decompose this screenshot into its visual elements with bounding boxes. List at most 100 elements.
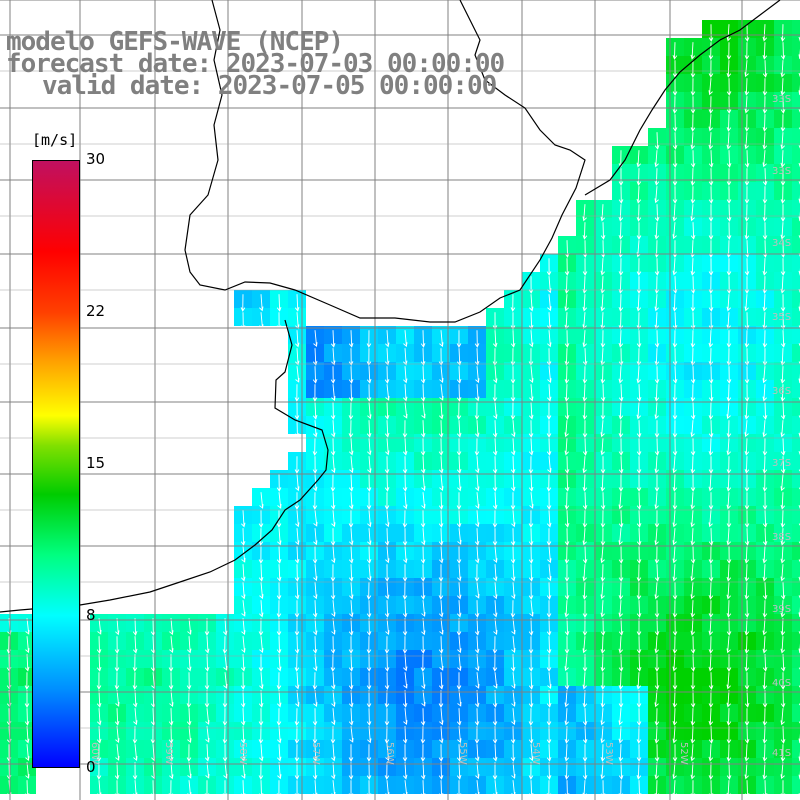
wind-arrow bbox=[312, 492, 318, 510]
wind-arrow bbox=[457, 636, 462, 654]
wind-arrow bbox=[708, 654, 714, 672]
wind-arrow bbox=[223, 654, 228, 671]
wind-arrow bbox=[240, 690, 246, 708]
wind-arrow bbox=[510, 492, 516, 510]
wind-arrow bbox=[672, 78, 678, 96]
wind-cell bbox=[792, 128, 800, 146]
wind-cell bbox=[792, 740, 800, 758]
wind-arrow bbox=[366, 546, 372, 564]
longitude-labels: 60W 59W 58W 57W 56W 55W 54W 53W 52W bbox=[89, 742, 689, 765]
wind-arrow bbox=[420, 762, 426, 780]
wind-arrow bbox=[690, 168, 696, 186]
wind-arrow bbox=[331, 510, 336, 528]
wind-arrow bbox=[456, 492, 462, 510]
wind-arrow bbox=[690, 438, 696, 456]
wind-arrow bbox=[474, 690, 480, 708]
wind-arrow bbox=[276, 636, 282, 654]
wind-arrow bbox=[438, 420, 444, 438]
wind-arrow bbox=[367, 456, 372, 474]
wind-cell bbox=[792, 488, 800, 506]
wind-arrow bbox=[276, 744, 282, 762]
wind-arrow bbox=[294, 456, 300, 474]
wind-arrow bbox=[582, 546, 588, 564]
wind-arrow bbox=[259, 672, 264, 690]
wind-arrow bbox=[456, 420, 462, 438]
wind-arrow bbox=[366, 618, 372, 636]
wind-arrow bbox=[744, 150, 750, 168]
wind-arrow bbox=[511, 420, 516, 438]
wind-arrow bbox=[438, 348, 444, 366]
wind-arrow bbox=[187, 654, 192, 672]
wind-cell bbox=[792, 146, 800, 164]
wind-arrow bbox=[654, 582, 659, 600]
wind-arrow bbox=[582, 456, 587, 474]
wind-arrow bbox=[331, 780, 336, 797]
wind-arrow bbox=[420, 636, 426, 654]
wind-arrow bbox=[618, 708, 623, 726]
wind-arrow bbox=[366, 366, 372, 384]
wind-arrow bbox=[798, 35, 800, 42]
wind-arrow bbox=[474, 744, 480, 762]
wind-arrow bbox=[636, 582, 642, 600]
wind-arrow bbox=[277, 762, 282, 780]
latitude-label: 37S bbox=[772, 458, 791, 469]
wind-arrow bbox=[654, 528, 659, 546]
wind-arrow bbox=[600, 672, 606, 690]
wind-arrow bbox=[528, 762, 534, 780]
wind-arrow bbox=[475, 366, 480, 384]
wind-arrow bbox=[636, 690, 642, 708]
wind-arrow bbox=[672, 438, 678, 456]
wind-arrow bbox=[439, 654, 444, 671]
wind-arrow bbox=[187, 762, 192, 779]
wind-arrow bbox=[600, 258, 606, 276]
wind-arrow bbox=[780, 150, 786, 168]
wind-arrow bbox=[456, 762, 462, 780]
wind-arrow bbox=[240, 744, 246, 762]
wind-arrow bbox=[708, 762, 714, 780]
wind-arrow bbox=[456, 438, 462, 456]
wind-arrow bbox=[258, 564, 264, 582]
wind-arrow bbox=[690, 96, 696, 114]
wind-cell bbox=[540, 452, 558, 470]
wind-arrow bbox=[798, 575, 800, 582]
wind-arrow bbox=[474, 528, 480, 546]
wind-arrow bbox=[492, 348, 498, 366]
wind-arrow bbox=[366, 600, 372, 618]
wind-arrow bbox=[636, 618, 642, 636]
wind-arrow bbox=[385, 384, 390, 401]
wind-arrow bbox=[726, 96, 732, 114]
wind-arrow bbox=[672, 330, 678, 348]
longitude-label: 60W bbox=[89, 742, 100, 765]
wind-arrow bbox=[456, 708, 462, 726]
wind-arrow bbox=[618, 654, 624, 672]
wind-arrow bbox=[654, 204, 660, 222]
wind-arrow bbox=[313, 564, 318, 582]
wind-arrow bbox=[330, 438, 336, 456]
wind-cell bbox=[792, 362, 800, 380]
wind-arrow bbox=[186, 708, 192, 726]
wind-cell bbox=[792, 308, 800, 326]
wind-arrow bbox=[600, 726, 605, 744]
wind-arrow bbox=[276, 294, 282, 312]
wind-cell bbox=[540, 668, 558, 686]
wind-arrow bbox=[276, 474, 282, 492]
wind-arrow bbox=[294, 672, 300, 690]
wind-arrow bbox=[294, 654, 300, 672]
wind-arrow bbox=[708, 294, 714, 312]
wind-arrow bbox=[672, 42, 678, 60]
wind-arrow bbox=[654, 258, 660, 276]
wind-arrow bbox=[385, 780, 390, 798]
wind-arrow bbox=[744, 78, 750, 96]
wind-arrow bbox=[636, 348, 642, 366]
wind-arrow bbox=[708, 204, 714, 222]
wind-arrow bbox=[636, 654, 642, 672]
wind-arrow bbox=[726, 762, 732, 780]
wind-arrow bbox=[708, 582, 714, 600]
wind-cell bbox=[540, 560, 558, 578]
wind-arrow bbox=[421, 402, 426, 419]
wind-arrow bbox=[276, 312, 282, 330]
wind-arrow bbox=[241, 600, 246, 617]
wind-arrow bbox=[744, 348, 750, 366]
wind-arrow bbox=[582, 690, 588, 708]
